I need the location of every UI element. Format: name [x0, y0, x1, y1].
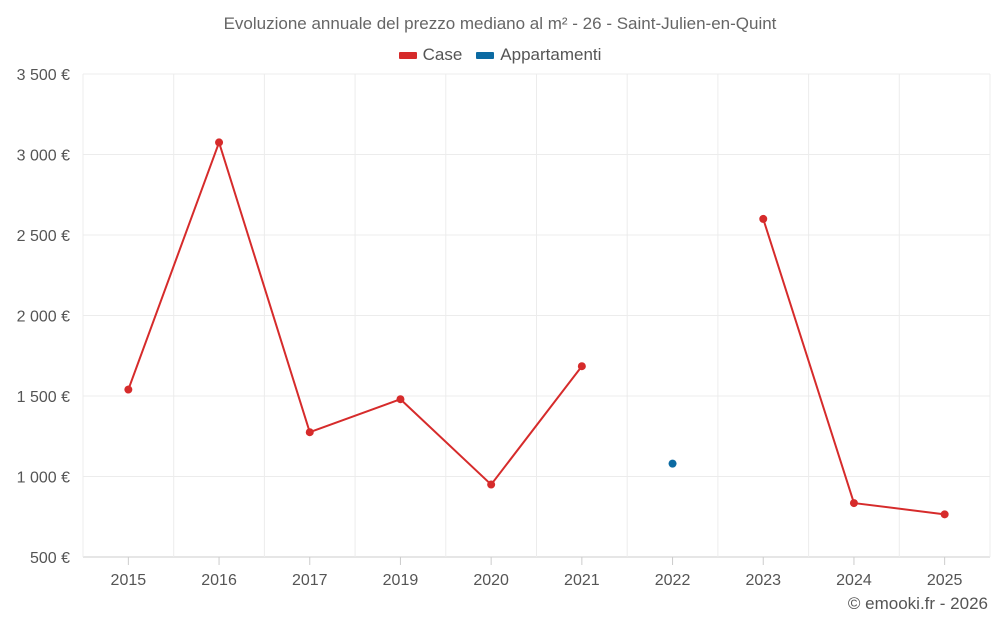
- y-tick-label: 500 €: [30, 550, 70, 567]
- y-tick-label: 2 000 €: [17, 309, 70, 326]
- x-tick-label: 2016: [201, 572, 237, 589]
- series-line-case: [127, 141, 583, 486]
- data-point-case: [396, 395, 405, 404]
- data-point-case: [759, 214, 768, 223]
- legend-item-case[interactable]: Case: [398, 45, 463, 65]
- legend: Case Appartamenti: [0, 45, 1000, 65]
- legend-label-case: Case: [422, 45, 463, 64]
- x-tick-label: 2025: [927, 572, 963, 589]
- data-point-case: [940, 510, 949, 519]
- y-tick-label: 2 500 €: [17, 228, 70, 245]
- data-point-case: [487, 480, 496, 489]
- x-tick-label: 2024: [836, 572, 872, 589]
- data-point-case: [849, 499, 858, 508]
- y-tick-label: 3 500 €: [17, 67, 70, 84]
- data-point-case: [577, 362, 586, 371]
- data-point-case: [305, 428, 314, 437]
- legend-label-appartamenti: Appartamenti: [500, 45, 602, 64]
- data-point-appartamenti: [668, 459, 677, 468]
- series-line-case: [762, 218, 945, 516]
- x-tick-label: 2023: [745, 572, 781, 589]
- x-tick-label: 2017: [292, 572, 328, 589]
- legend-swatch-appartamenti: [476, 51, 495, 59]
- y-tick-label: 1 000 €: [17, 470, 70, 487]
- legend-item-appartamenti[interactable]: Appartamenti: [476, 45, 601, 65]
- data-point-case: [215, 138, 224, 147]
- legend-swatch-case: [398, 51, 417, 59]
- x-tick-label: 2021: [564, 572, 600, 589]
- y-tick-label: 3 000 €: [17, 148, 70, 165]
- x-tick-label: 2020: [473, 572, 509, 589]
- x-tick-label: 2015: [111, 572, 147, 589]
- credit: © emooki.fr - 2026: [847, 594, 988, 613]
- x-tick-label: 2022: [655, 572, 691, 589]
- chart-title: Evoluzione annuale del prezzo mediano al…: [223, 14, 777, 33]
- x-tick-label: 2019: [383, 572, 419, 589]
- y-tick-label: 1 500 €: [17, 389, 70, 406]
- data-point-case: [124, 385, 133, 394]
